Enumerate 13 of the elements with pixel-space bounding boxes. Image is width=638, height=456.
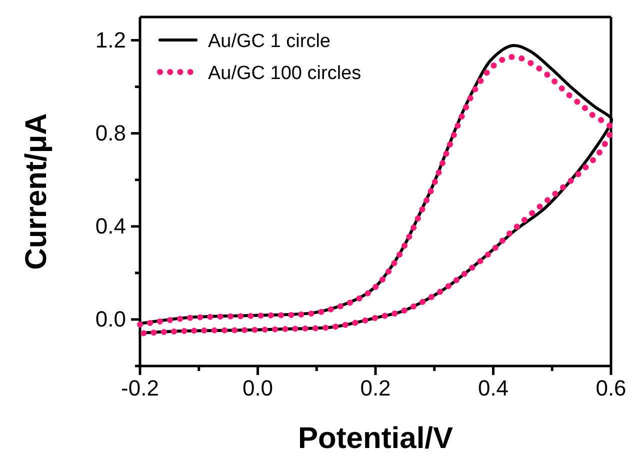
x-tick-label: 0.2 [360,376,391,401]
legend-label: Au/GC 1 circle [208,31,330,52]
x-tick-label: 0.6 [596,376,626,401]
y-tick-label: 1.2 [95,27,126,52]
y-tick-label: 0.0 [95,306,126,332]
y-tick-label: 0.4 [95,213,126,238]
x-tick-label: -0.2 [121,376,159,401]
y-tick-label: 0.8 [95,120,126,146]
x-tick-label: 0.4 [478,376,509,401]
x-axis-title: Potential/V [298,422,454,455]
y-axis-title: Current/μA [20,113,53,270]
x-tick-label: 0.0 [242,376,274,401]
legend-label: Au/GC 100 circles [208,63,362,84]
